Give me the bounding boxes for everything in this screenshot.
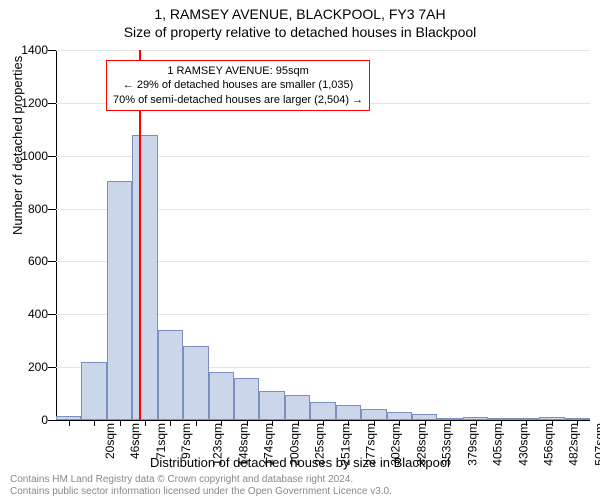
annotation-box: 1 RAMSEY AVENUE: 95sqm← 29% of detached … — [106, 60, 370, 111]
y-tick — [48, 156, 56, 157]
x-tick — [425, 420, 426, 426]
y-tick — [48, 209, 56, 210]
x-tick — [120, 420, 121, 426]
histogram-bar — [107, 181, 132, 420]
histogram-bar — [285, 395, 310, 420]
x-tick — [399, 420, 400, 426]
histogram-bar — [259, 391, 284, 420]
x-tick — [552, 420, 553, 426]
y-tick — [48, 420, 56, 421]
x-tick-label: 97sqm — [179, 423, 193, 459]
histogram-bar — [336, 405, 361, 420]
x-tick — [170, 420, 171, 426]
footnote: Contains HM Land Registry data © Crown c… — [10, 474, 392, 498]
y-tick — [48, 314, 56, 315]
x-tick — [450, 420, 451, 426]
gridline — [56, 50, 590, 51]
histogram-bar — [234, 378, 259, 420]
histogram-bar — [310, 402, 335, 421]
x-tick — [348, 420, 349, 426]
y-tick-label: 800 — [8, 202, 48, 216]
plot-area: 020040060080010001200140020sqm46sqm71sqm… — [56, 50, 590, 421]
chart-title-line1: 1, RAMSEY AVENUE, BLACKPOOL, FY3 7AH — [0, 6, 600, 22]
footnote-line1: Contains HM Land Registry data © Crown c… — [10, 474, 392, 486]
histogram-bar — [132, 135, 157, 420]
chart-root: 1, RAMSEY AVENUE, BLACKPOOL, FY3 7AH Siz… — [0, 0, 600, 500]
histogram-bar — [209, 372, 234, 420]
histogram-bar — [183, 346, 208, 420]
footnote-line2: Contains public sector information licen… — [10, 486, 392, 498]
y-tick-label: 200 — [8, 360, 48, 374]
y-tick-label: 0 — [8, 413, 48, 427]
x-tick-label: 46sqm — [128, 423, 142, 459]
annotation-line: 70% of semi-detached houses are larger (… — [113, 93, 363, 107]
annotation-line: 1 RAMSEY AVENUE: 95sqm — [113, 64, 363, 78]
x-tick — [94, 420, 95, 426]
y-tick — [48, 103, 56, 104]
y-tick — [48, 367, 56, 368]
histogram-bar — [81, 362, 106, 420]
x-tick — [374, 420, 375, 426]
histogram-bar — [158, 330, 183, 420]
y-tick-label: 1200 — [8, 96, 48, 110]
x-tick — [323, 420, 324, 426]
x-tick — [526, 420, 527, 426]
x-tick — [272, 420, 273, 426]
y-axis-line — [56, 50, 57, 420]
x-tick — [298, 420, 299, 426]
x-tick — [221, 420, 222, 426]
x-tick — [196, 420, 197, 426]
x-tick-label: 20sqm — [103, 423, 117, 459]
histogram-bar — [387, 412, 412, 420]
chart-title-line2: Size of property relative to detached ho… — [0, 24, 600, 40]
y-tick-label: 1400 — [8, 43, 48, 57]
x-axis-title: Distribution of detached houses by size … — [0, 455, 600, 470]
annotation-line: ← 29% of detached houses are smaller (1,… — [113, 78, 363, 92]
histogram-bar — [361, 409, 386, 420]
y-tick-label: 600 — [8, 254, 48, 268]
x-tick — [476, 420, 477, 426]
x-tick — [501, 420, 502, 426]
x-tick — [247, 420, 248, 426]
x-tick — [577, 420, 578, 426]
x-tick — [69, 420, 70, 426]
y-tick-label: 400 — [8, 307, 48, 321]
y-tick — [48, 50, 56, 51]
x-tick-label: 71sqm — [154, 423, 168, 459]
x-tick — [145, 420, 146, 426]
y-tick — [48, 261, 56, 262]
y-tick-label: 1000 — [8, 149, 48, 163]
